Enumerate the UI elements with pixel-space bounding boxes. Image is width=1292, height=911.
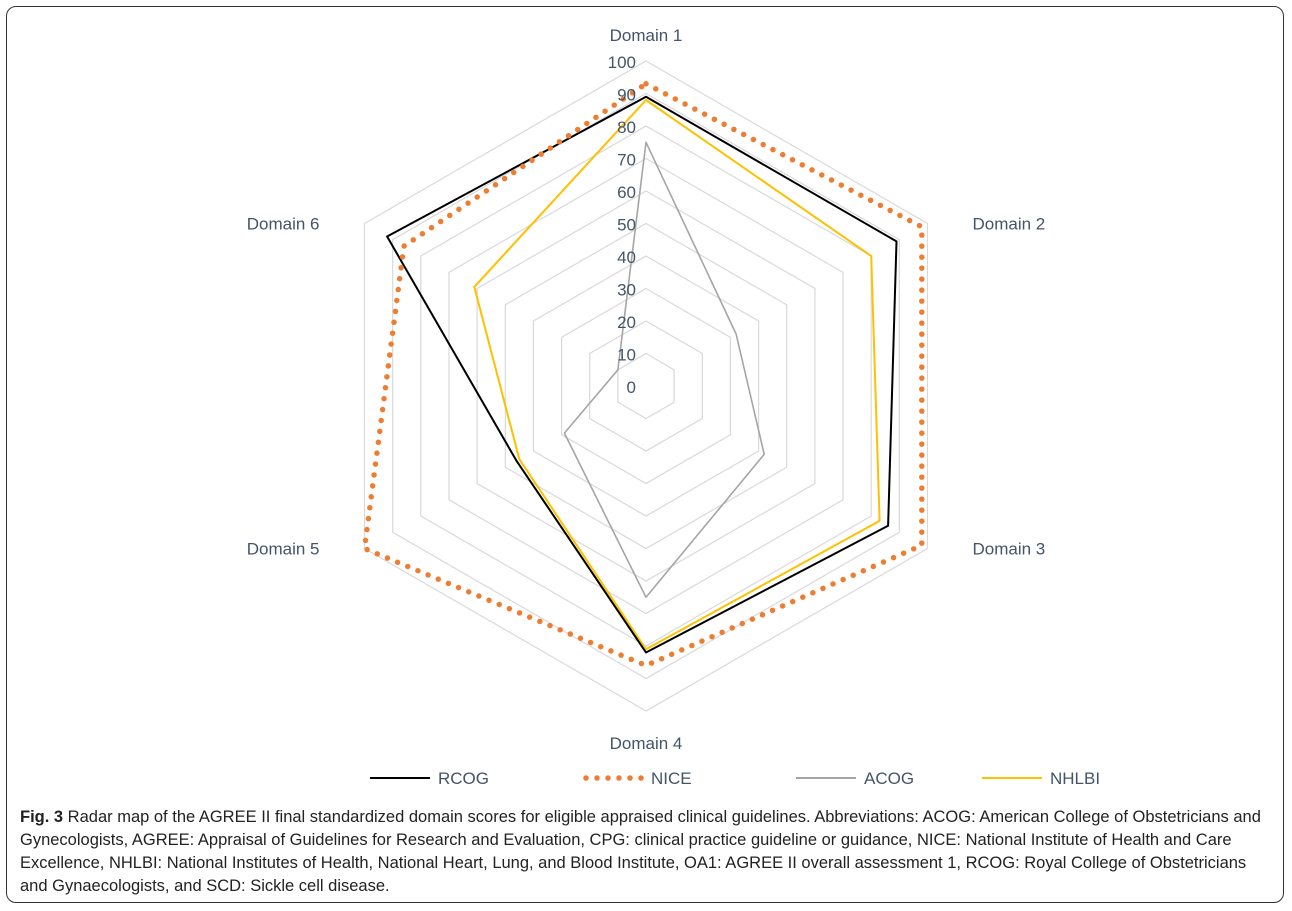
tick-label-100: 100 [608, 53, 636, 72]
grid-layer [363, 60, 929, 712]
legend-label-nhlbi: NHLBI [1050, 769, 1100, 788]
axis-label-4: Domain 4 [610, 734, 683, 753]
figure-frame [6, 6, 1284, 903]
tick-label-0: 0 [627, 378, 636, 397]
legend-label-acog: ACOG [864, 769, 914, 788]
grid-ring-100 [363, 60, 929, 712]
caption-label: Fig. 3 [20, 808, 64, 826]
tick-label-60: 60 [617, 183, 636, 202]
grid-ring-30 [560, 287, 732, 485]
grid-ring-80 [420, 125, 872, 647]
tick-label-50: 50 [617, 216, 636, 235]
legend-label-nice: NICE [651, 769, 692, 788]
axis-label-5: Domain 5 [247, 540, 320, 559]
axis-label-1: Domain 1 [610, 26, 683, 45]
series-layer [361, 81, 925, 669]
grid-ring-90 [392, 92, 900, 680]
tick-label-10: 10 [617, 346, 636, 365]
radar-chart: 0 10 20 30 40 50 60 70 80 90 100 Domain 1 Domain 2 Do… [247, 26, 1100, 788]
label-layer: 0 10 20 30 40 50 60 70 80 90 100 Domain 1 Domain 2 Do… [247, 26, 1046, 753]
tick-label-80: 80 [617, 118, 636, 137]
series-line-acog [563, 141, 766, 599]
grid-ring-40 [532, 255, 760, 517]
grid-ring-60 [476, 190, 816, 582]
tick-label-20: 20 [617, 313, 636, 332]
axis-label-6: Domain 6 [247, 215, 320, 234]
axis-label-2: Domain 2 [973, 215, 1046, 234]
legend: RCOG NICE ACOG NHLBI [370, 769, 1100, 788]
tick-label-90: 90 [617, 86, 636, 105]
series-line-rcog [386, 95, 898, 654]
tick-label-70: 70 [617, 151, 636, 170]
legend-label-rcog: RCOG [438, 769, 489, 788]
grid-ring-20 [589, 320, 703, 452]
grid-ring-70 [448, 157, 844, 615]
tick-label-30: 30 [617, 281, 636, 300]
grid-ring-50 [504, 222, 788, 550]
axis-label-3: Domain 3 [973, 540, 1046, 559]
series-line-nice [361, 81, 925, 669]
figure-caption: Fig. 3 Radar map of the AGREE II final s… [20, 806, 1270, 898]
series-line-nhlbi [473, 99, 881, 651]
tick-label-40: 40 [617, 248, 636, 267]
caption-text: Radar map of the AGREE II final standard… [20, 808, 1261, 895]
